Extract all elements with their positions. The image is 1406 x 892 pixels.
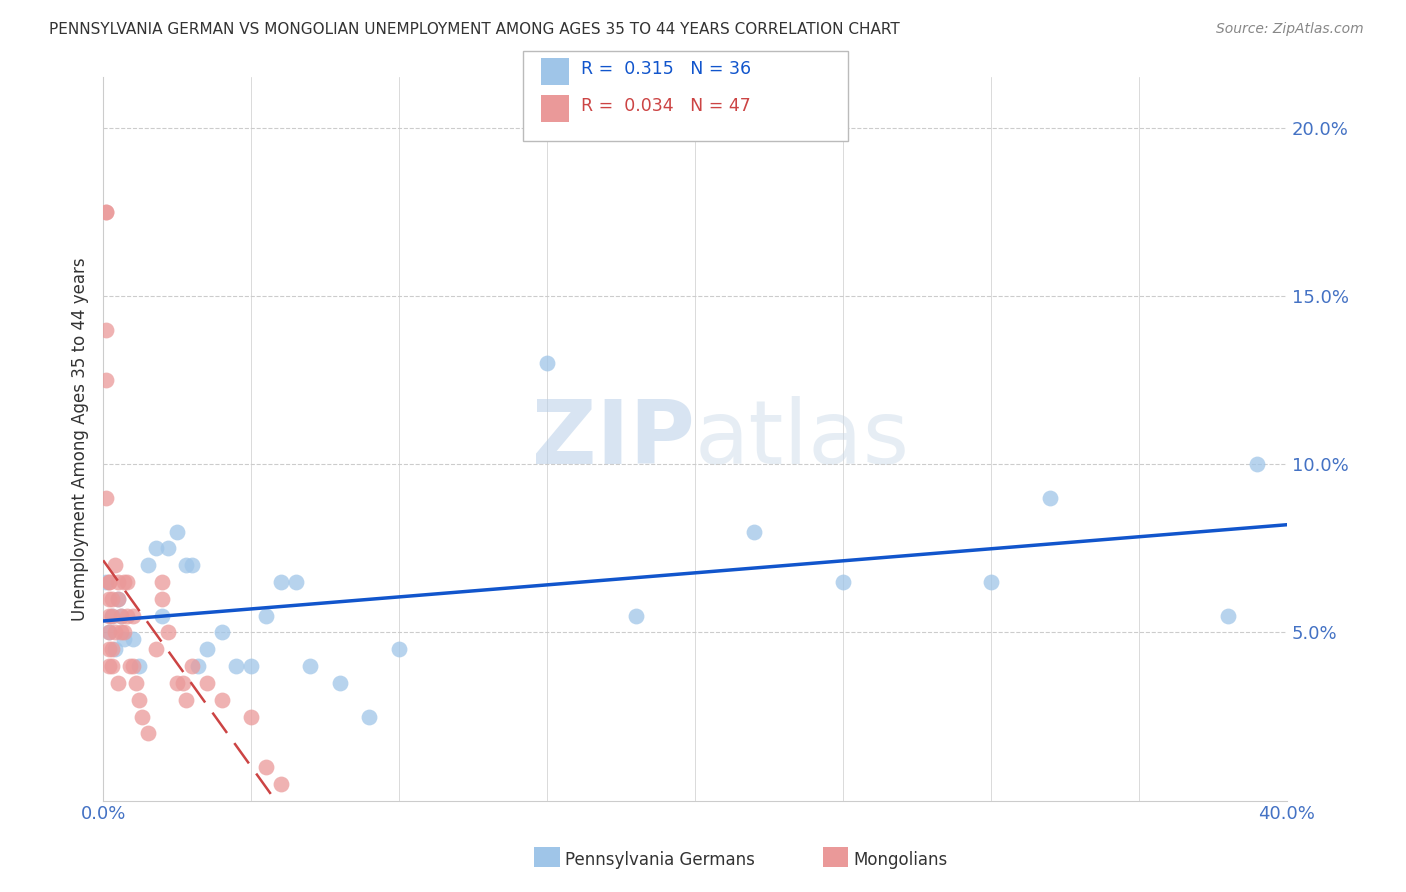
Point bbox=[98, 574, 121, 589]
Point bbox=[94, 574, 117, 589]
Point bbox=[240, 709, 263, 723]
Point bbox=[101, 642, 124, 657]
Point bbox=[125, 676, 148, 690]
Point bbox=[254, 760, 277, 774]
Text: R =  0.034   N = 47: R = 0.034 N = 47 bbox=[581, 97, 751, 115]
Point bbox=[98, 608, 121, 623]
Text: PENNSYLVANIA GERMAN VS MONGOLIAN UNEMPLOYMENT AMONG AGES 35 TO 44 YEARS CORRELAT: PENNSYLVANIA GERMAN VS MONGOLIAN UNEMPLO… bbox=[49, 22, 900, 37]
Point bbox=[145, 642, 167, 657]
Point bbox=[118, 659, 141, 673]
Point bbox=[101, 608, 124, 623]
Y-axis label: Unemployment Among Ages 35 to 44 years: Unemployment Among Ages 35 to 44 years bbox=[72, 257, 89, 621]
Point bbox=[832, 574, 855, 589]
Point bbox=[254, 608, 277, 623]
Point bbox=[359, 709, 381, 723]
Point bbox=[98, 625, 121, 640]
Point bbox=[94, 323, 117, 337]
Point bbox=[211, 625, 233, 640]
Text: Source: ZipAtlas.com: Source: ZipAtlas.com bbox=[1216, 22, 1364, 37]
Point bbox=[240, 659, 263, 673]
Point bbox=[121, 632, 143, 647]
Point bbox=[284, 574, 307, 589]
Point bbox=[150, 574, 173, 589]
Point bbox=[270, 574, 292, 589]
Point bbox=[107, 591, 129, 606]
Point bbox=[110, 608, 132, 623]
Point bbox=[195, 676, 218, 690]
Point bbox=[145, 541, 167, 556]
Point bbox=[104, 642, 127, 657]
Point bbox=[110, 625, 132, 640]
Text: Pennsylvania Germans: Pennsylvania Germans bbox=[565, 851, 755, 869]
Point bbox=[131, 709, 153, 723]
Point bbox=[98, 591, 121, 606]
Point bbox=[166, 524, 188, 539]
Point bbox=[98, 574, 121, 589]
Point bbox=[110, 608, 132, 623]
Point bbox=[98, 642, 121, 657]
Point bbox=[136, 558, 159, 573]
Point bbox=[166, 676, 188, 690]
Point bbox=[98, 625, 121, 640]
Point bbox=[150, 608, 173, 623]
Point bbox=[94, 373, 117, 387]
Point bbox=[174, 692, 197, 706]
Point bbox=[128, 692, 150, 706]
Point bbox=[329, 676, 352, 690]
Text: R =  0.315   N = 36: R = 0.315 N = 36 bbox=[581, 60, 751, 78]
Point bbox=[150, 591, 173, 606]
Point bbox=[388, 642, 411, 657]
Point bbox=[1246, 457, 1268, 471]
Point bbox=[104, 558, 127, 573]
Point bbox=[136, 726, 159, 740]
Point bbox=[980, 574, 1002, 589]
Text: ZIP: ZIP bbox=[533, 395, 695, 483]
Point bbox=[101, 608, 124, 623]
Point bbox=[195, 642, 218, 657]
Point bbox=[180, 659, 202, 673]
Point bbox=[101, 591, 124, 606]
Point bbox=[180, 558, 202, 573]
Point bbox=[112, 574, 135, 589]
Point bbox=[174, 558, 197, 573]
Text: Mongolians: Mongolians bbox=[853, 851, 948, 869]
Point bbox=[157, 541, 180, 556]
Point bbox=[187, 659, 209, 673]
Point bbox=[157, 625, 180, 640]
Point bbox=[104, 625, 127, 640]
Point bbox=[128, 659, 150, 673]
Point bbox=[94, 491, 117, 505]
Point bbox=[299, 659, 322, 673]
Point bbox=[107, 591, 129, 606]
Point bbox=[742, 524, 765, 539]
Point bbox=[121, 608, 143, 623]
Point bbox=[1039, 491, 1062, 505]
Point bbox=[172, 676, 194, 690]
Point bbox=[112, 625, 135, 640]
Point bbox=[98, 659, 121, 673]
Point bbox=[115, 574, 138, 589]
Point bbox=[107, 676, 129, 690]
Point bbox=[94, 205, 117, 219]
Point bbox=[112, 632, 135, 647]
Point bbox=[101, 659, 124, 673]
Point bbox=[115, 608, 138, 623]
Point bbox=[94, 205, 117, 219]
Point bbox=[121, 659, 143, 673]
Text: atlas: atlas bbox=[695, 395, 910, 483]
Point bbox=[270, 777, 292, 791]
Point bbox=[1216, 608, 1239, 623]
Point bbox=[536, 356, 558, 370]
Point bbox=[211, 692, 233, 706]
Point bbox=[107, 574, 129, 589]
Point bbox=[225, 659, 247, 673]
Point bbox=[624, 608, 647, 623]
